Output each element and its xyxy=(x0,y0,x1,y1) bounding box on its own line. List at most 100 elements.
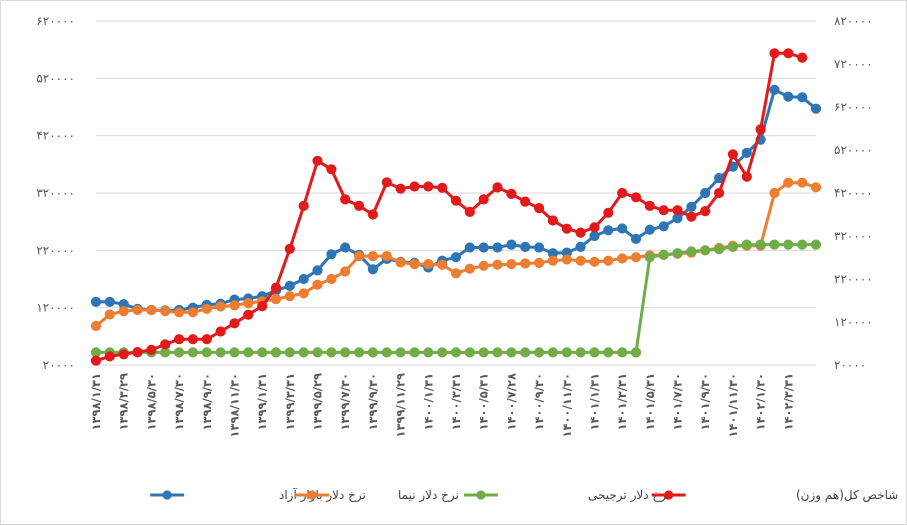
legend-swatch-marker xyxy=(664,490,674,500)
data-point xyxy=(284,347,295,358)
data-point xyxy=(783,91,794,102)
data-point xyxy=(340,242,351,253)
data-point xyxy=(312,265,323,276)
x-tick-label: ۱۴۰۱/۱۱/۳۰ xyxy=(726,373,740,438)
data-point xyxy=(506,259,517,270)
data-point xyxy=(367,347,378,358)
data-point xyxy=(603,347,614,358)
x-tick-label: ۱۴۰۰/۱/۳۱ xyxy=(421,373,435,431)
data-point xyxy=(270,282,282,293)
legend-item: شاخص کل(هم وزن) xyxy=(651,488,898,503)
data-point xyxy=(603,255,614,266)
data-point xyxy=(326,164,337,175)
left-tick-label: ۴۲۰۰۰۰ xyxy=(36,129,75,143)
data-point xyxy=(797,177,808,188)
data-point xyxy=(506,188,517,199)
data-point xyxy=(769,239,780,250)
x-tick-label: ۱۳۹۸/۵/۳۰ xyxy=(144,373,158,431)
data-point xyxy=(603,225,614,236)
x-tick-label: ۱۳۹۹/۷/۳۰ xyxy=(338,373,352,431)
data-point xyxy=(464,347,475,358)
x-tick-label: ۱۴۰۱/۳/۳۱ xyxy=(615,373,629,431)
data-point xyxy=(589,256,600,267)
data-point xyxy=(741,239,752,250)
legend-swatch-marker xyxy=(162,490,172,500)
data-point xyxy=(409,181,420,192)
data-point xyxy=(367,264,378,275)
data-point xyxy=(492,182,503,193)
data-point xyxy=(506,347,517,358)
data-point xyxy=(575,255,586,266)
x-tick-label: ۱۳۹۹/۹/۳۰ xyxy=(366,373,380,431)
left-tick-label: ۵۲۰۰۰۰ xyxy=(36,71,75,85)
x-tick-label: ۱۴۰۱/۵/۳۱ xyxy=(643,373,657,431)
data-point xyxy=(589,222,600,233)
data-point xyxy=(409,259,420,270)
data-point xyxy=(174,307,185,318)
data-point xyxy=(340,347,351,358)
left-tick-label: ۳۲۰۰۰۰ xyxy=(36,186,75,200)
legend: نرخ دلار بازار آزاد نرخ دلار نیما نرخ دلار… xyxy=(150,487,898,503)
data-point xyxy=(312,279,323,290)
x-tick-label: ۱۴۰۱/۱/۳۱ xyxy=(587,373,601,431)
data-point xyxy=(547,347,559,358)
data-point xyxy=(589,230,600,242)
data-point xyxy=(686,201,697,212)
data-point xyxy=(146,344,157,355)
data-point xyxy=(201,303,212,314)
data-point xyxy=(395,347,406,358)
data-point xyxy=(714,187,725,199)
x-tick-label: ۱۴۰۰/۵/۳۱ xyxy=(477,373,491,431)
data-point xyxy=(589,347,600,358)
data-point xyxy=(367,251,378,262)
data-point xyxy=(367,209,378,220)
data-point xyxy=(284,291,295,302)
data-point xyxy=(727,241,739,252)
data-point xyxy=(617,187,628,199)
data-point xyxy=(257,301,268,312)
data-point xyxy=(700,206,711,217)
data-point xyxy=(478,347,489,358)
x-tick-label: ۱۴۰۲/۳/۳۱ xyxy=(781,373,795,431)
data-point xyxy=(229,300,240,311)
data-point xyxy=(104,296,115,307)
data-point xyxy=(561,223,572,234)
data-point xyxy=(492,242,503,253)
data-point xyxy=(174,347,185,358)
data-point xyxy=(437,182,448,193)
data-point xyxy=(423,181,434,192)
data-point xyxy=(284,243,295,254)
data-point xyxy=(810,182,822,193)
data-point xyxy=(326,249,337,260)
x-tick-label: ۱۳۹۹/۳/۳۱ xyxy=(283,373,297,431)
data-point xyxy=(797,52,808,63)
data-point xyxy=(534,347,545,358)
data-point xyxy=(381,347,392,358)
data-point xyxy=(90,296,102,307)
data-point xyxy=(755,124,766,135)
data-point xyxy=(727,149,739,160)
data-point xyxy=(423,347,434,358)
data-point xyxy=(741,171,752,182)
data-point xyxy=(783,177,794,188)
x-tick-label: ۱۳۹۸/۳/۲۹ xyxy=(117,373,131,431)
data-point xyxy=(354,200,365,211)
data-point xyxy=(381,177,392,188)
data-point xyxy=(575,347,586,358)
data-point xyxy=(478,194,489,205)
data-point xyxy=(201,334,212,345)
data-point xyxy=(450,347,462,358)
data-point xyxy=(810,103,822,114)
data-point xyxy=(146,304,157,316)
data-point xyxy=(298,347,309,358)
data-point xyxy=(132,304,143,316)
data-point xyxy=(312,347,323,358)
data-point xyxy=(118,349,129,360)
x-tick-label: ۱۳۹۹/۱/۳۱ xyxy=(255,373,269,431)
data-point xyxy=(450,252,462,263)
data-point xyxy=(741,147,752,158)
data-point xyxy=(381,251,392,262)
data-point xyxy=(700,245,711,256)
